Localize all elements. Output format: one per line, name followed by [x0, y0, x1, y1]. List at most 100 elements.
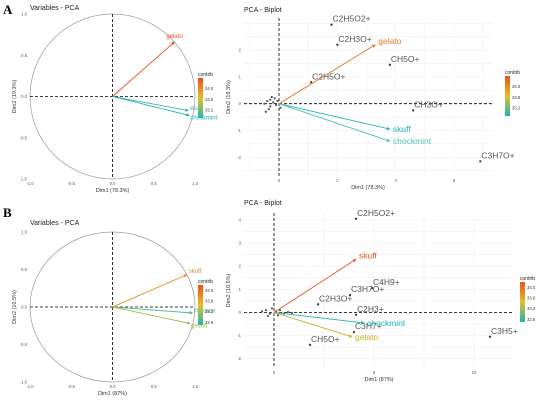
sample-point-label: C2H3O+ [338, 34, 371, 44]
chart-panel-2: PCA - Biplot 0 2 4 6 -2 -1 0 1 2 Dim1 (78.3%) Dim2 … [226, 7, 521, 191]
legend-tick-label: 34.0 [205, 288, 214, 293]
y-axis-title: Dim2 (10.5%) [226, 274, 232, 308]
y-axis-title: Dim2 (19.3%) [226, 80, 232, 114]
variable-vector [112, 306, 194, 315]
variable-vector [112, 96, 190, 117]
cluster-point [276, 314, 280, 317]
cluster-point [270, 95, 273, 99]
variable-vector-label: chockmint [367, 318, 406, 328]
x-tick-label: -1.0 [26, 384, 34, 389]
legend-tick-label: 33.2 [512, 106, 521, 111]
x-tick-label: 0.5 [151, 384, 157, 389]
y-tick-label: -1.0 [20, 380, 28, 385]
cluster-point [269, 105, 272, 108]
variable-vector [273, 312, 365, 325]
x-tick-label: -1.0 [26, 181, 34, 186]
variable-vector [273, 258, 357, 313]
legend-colorbar [198, 285, 203, 325]
variable-vector-label: gelato [378, 36, 401, 46]
cluster-point [270, 307, 274, 310]
variable-vector-label: chockmi [194, 309, 216, 315]
x-tick-label: -0.5 [68, 384, 76, 389]
cluster-point [266, 314, 270, 318]
legend-tick-label: 34.0 [527, 285, 536, 290]
sample-point [308, 343, 312, 347]
y-tick-label: -2 [237, 356, 241, 361]
sample-point-label: C4H9+ [373, 277, 400, 287]
y-tick-label: 0 [239, 101, 242, 106]
legend-colorbar [198, 78, 203, 118]
plot-background [244, 18, 492, 176]
y-tick-label: 0.0 [21, 305, 27, 310]
panel-letter-b: B [3, 205, 12, 220]
sample-point-label: C2H5O2+ [333, 14, 371, 24]
sample-point-label: C2H5O2+ [357, 208, 395, 218]
sample-point [412, 109, 415, 112]
cluster-point [268, 312, 272, 315]
chart-panel-3: Variables - PCA -1.0 -0.5 0.0 0.5 1.0 -1.0 -0.5… [12, 220, 216, 397]
y-tick-label: 1.0 [21, 230, 27, 235]
sample-point [330, 23, 333, 26]
x-tick-label: 0 [273, 370, 276, 375]
y-tick-label: 2 [239, 264, 242, 269]
cluster-point [266, 99, 269, 103]
y-tick-label: 0 [239, 310, 242, 315]
sample-point-label: CH3O+ [414, 99, 443, 109]
x-axis-title: Dim1 (78.3%) [96, 188, 130, 194]
cluster-point [264, 110, 267, 113]
variable-vector-label: gelato [166, 34, 183, 40]
y-tick-label: 1 [239, 287, 242, 292]
legend-title: contrib [198, 279, 213, 285]
y-tick-label: 1 [239, 74, 242, 79]
variable-vector [278, 44, 376, 105]
variable-vector [112, 306, 191, 325]
sample-point-label: C3H7+ [355, 321, 382, 331]
contrib-legend: contrib 34.0 33.6 33.2 32.8 [198, 279, 214, 325]
y-tick-label: 4 [239, 217, 242, 222]
cluster-point [276, 99, 279, 103]
x-tick-label: 0.0 [110, 384, 116, 389]
x-tick-label: 0 [278, 178, 281, 183]
sample-point-label: C3H5+ [491, 326, 518, 336]
legend-title: contrib [520, 276, 535, 282]
cluster-point [264, 309, 268, 312]
variable-vector-label: skuff [393, 124, 411, 134]
x-tick-label: 0.5 [151, 181, 157, 186]
sample-point-label: CH5O+ [391, 54, 420, 64]
cluster-point [286, 310, 290, 314]
y-tick-label: -0.5 [20, 135, 28, 140]
y-tick-label: 0.5 [21, 267, 27, 272]
x-tick-label: 6 [453, 178, 456, 183]
cluster-point [279, 106, 282, 109]
y-tick-label: 1.0 [21, 12, 27, 17]
y-axis-title: Dim2 (10.5%) [12, 290, 18, 324]
chart-panel-1: Variables - PCA -1.0 -0.5 0.0 0.5 1.0 -1.0 -0.5… [12, 5, 218, 194]
contrib-legend: contrib 34.0 33.6 33.2 [198, 72, 214, 118]
x-tick-label: 1.0 [192, 384, 198, 389]
legend-tick-label: 33.2 [205, 108, 214, 113]
legend-colorbar [505, 76, 510, 116]
cluster-point [290, 311, 294, 315]
legend-title: contrib [505, 70, 520, 76]
contrib-legend: contrib 34.0 33.6 33.2 32.8 [520, 276, 536, 322]
y-tick-label: -1 [237, 333, 241, 338]
x-tick-label: -0.5 [68, 181, 76, 186]
x-axis-title: Dim1 (87%) [364, 377, 393, 383]
variable-vector [112, 96, 189, 112]
sample-point-label: C2H3+ [357, 304, 384, 314]
cluster-point [273, 97, 276, 100]
x-axis-title: Dim1 (87%) [98, 391, 127, 397]
sample-point [488, 335, 492, 338]
sample-point [348, 293, 352, 297]
chart-layer: Variables - PCA -1.0 -0.5 0.0 0.5 1.0 -1.0 -0.5… [12, 5, 536, 397]
legend-title: contrib [198, 72, 213, 78]
legend-tick-label: 33.2 [205, 309, 214, 314]
x-tick-label: 10 [472, 370, 477, 375]
contrib-legend: contrib 34.0 33.6 33.2 [505, 70, 521, 116]
cluster-point [278, 309, 282, 312]
cluster-point [263, 102, 266, 105]
variable-vector-label: skuff [189, 106, 202, 112]
legend-tick-label: 34.0 [205, 86, 214, 91]
chart-panel-4: PCA - Biplot 0 5 10 -2 -1 0 1 2 3 4 Dim1 (87%) Dim2 … [226, 200, 536, 383]
variable-vector-label: chockmint [190, 115, 217, 121]
